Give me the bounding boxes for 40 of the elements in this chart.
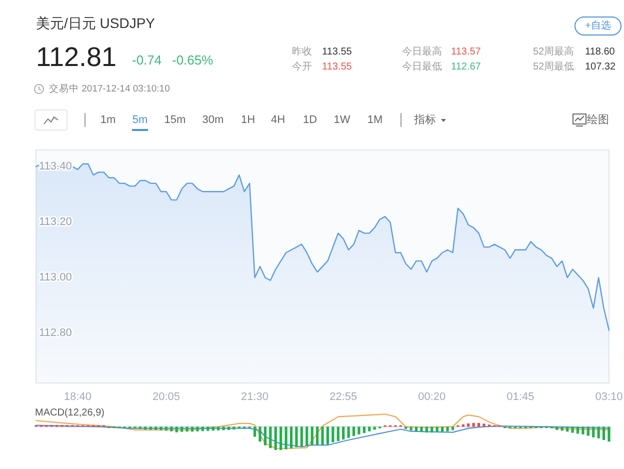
text: 113.55	[322, 62, 352, 72]
text: 113.57	[451, 46, 482, 58]
text: 4H	[270, 114, 286, 126]
text: 107.32	[585, 62, 616, 72]
x-tick-label: 00:20	[418, 391, 446, 403]
text: 5m	[132, 114, 148, 126]
y-tick-label: 113.20	[39, 216, 72, 228]
text: 指标	[413, 114, 436, 126]
x-tick-label: 22:55	[330, 391, 358, 403]
text: -0.65%	[172, 52, 214, 68]
y-tick-label: 113.00	[39, 272, 72, 284]
text: +自选	[585, 20, 611, 32]
text: 52周最低	[533, 62, 574, 72]
chart-title: MACD(12,26,9)	[35, 408, 104, 418]
x-tick-label: 20:05	[152, 391, 180, 403]
text: 118.60	[585, 46, 616, 58]
text: 美元/日元 USDJPY	[36, 15, 156, 31]
text: 113.55	[322, 46, 352, 58]
text: 1W	[334, 114, 351, 126]
text: 今开	[292, 60, 312, 72]
x-tick-label: 01:45	[506, 391, 534, 403]
text: 今日最高	[402, 46, 442, 58]
text: 1M	[367, 114, 383, 126]
text: 1H	[240, 114, 256, 126]
text: 今日最低	[402, 60, 442, 72]
text: 交易中 2017-12-14 03:10:10	[49, 82, 170, 94]
x-tick-label: 03:10	[595, 391, 623, 403]
text: 112.67	[451, 62, 482, 72]
text: 112.81	[36, 42, 117, 72]
text: 30m	[202, 114, 224, 126]
text: 1D	[302, 114, 318, 126]
x-tick-label: 21:30	[241, 391, 269, 403]
text: 绘图	[587, 114, 609, 126]
x-tick-label: 18:40	[64, 391, 92, 403]
text: -0.74	[132, 52, 162, 68]
y-tick-label: 112.80	[39, 327, 72, 340]
text: 昨收	[292, 46, 312, 58]
text: 52周最高	[533, 46, 574, 58]
text: 15m	[164, 114, 186, 126]
text: 1m	[100, 114, 116, 126]
